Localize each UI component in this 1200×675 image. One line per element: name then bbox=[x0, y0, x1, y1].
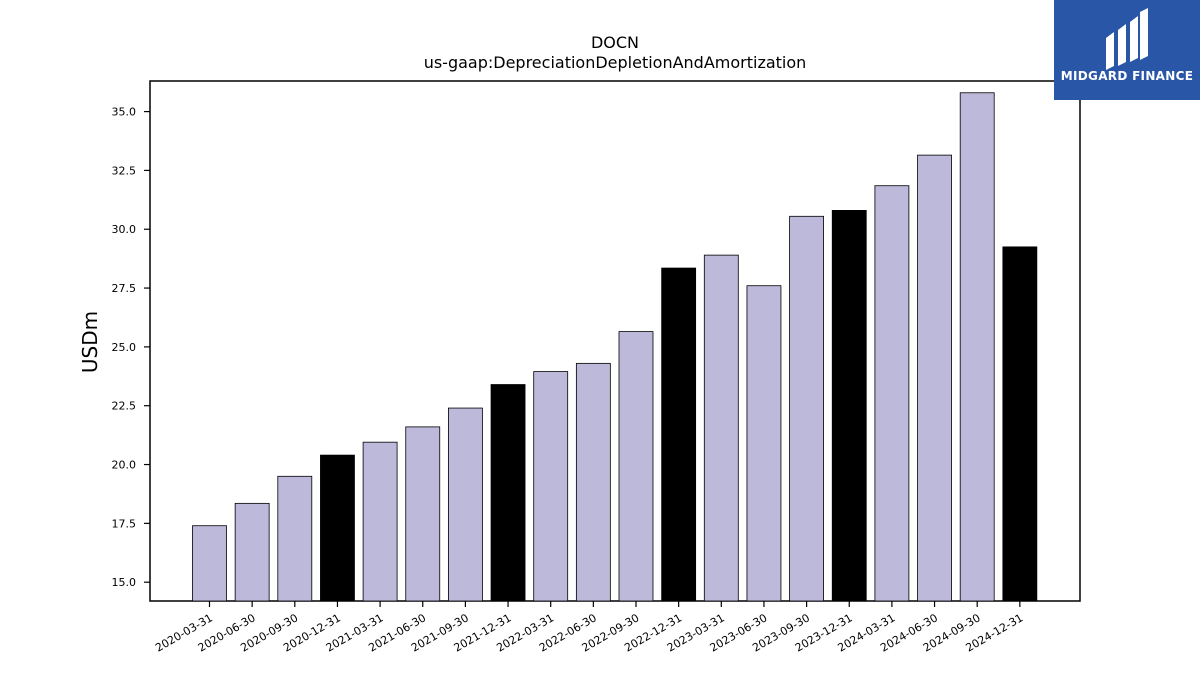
bar bbox=[320, 454, 355, 602]
bar bbox=[703, 254, 739, 602]
bar bbox=[874, 185, 910, 602]
logo: MIDGARD FINANCE bbox=[1054, 0, 1200, 100]
chart-subtitle: us-gaap:DepreciationDepletionAndAmortiza… bbox=[423, 53, 807, 72]
plot-frame bbox=[149, 80, 1081, 602]
bar bbox=[192, 525, 227, 602]
chart-title: DOCN bbox=[590, 33, 640, 52]
bar bbox=[831, 210, 867, 602]
logo-text: MIDGARD FINANCE bbox=[1060, 69, 1194, 83]
bar bbox=[575, 362, 611, 602]
bar bbox=[405, 426, 441, 602]
bar bbox=[1002, 246, 1038, 602]
bar bbox=[447, 407, 483, 602]
bar bbox=[746, 285, 782, 602]
midgard-logo-icon bbox=[1106, 8, 1148, 70]
y-tick-label: 35.0 bbox=[112, 106, 137, 119]
bar bbox=[959, 92, 995, 602]
y-tick-label: 27.5 bbox=[112, 282, 137, 295]
y-tick-label: 15.0 bbox=[112, 576, 137, 589]
y-tick-label: 22.5 bbox=[112, 400, 137, 413]
bar bbox=[234, 502, 270, 602]
bar bbox=[789, 215, 824, 602]
bar bbox=[533, 371, 569, 602]
y-tick-label: 17.5 bbox=[112, 517, 137, 530]
y-tick-label: 32.5 bbox=[112, 164, 137, 177]
y-tick-label: 20.0 bbox=[112, 459, 137, 472]
bar bbox=[618, 331, 654, 602]
y-tick-label: 25.0 bbox=[112, 341, 137, 354]
bar bbox=[490, 384, 526, 602]
bar bbox=[362, 441, 398, 602]
bar bbox=[661, 267, 697, 602]
bar bbox=[917, 154, 952, 602]
bar bbox=[277, 475, 313, 602]
y-tick-label: 30.0 bbox=[112, 223, 137, 236]
